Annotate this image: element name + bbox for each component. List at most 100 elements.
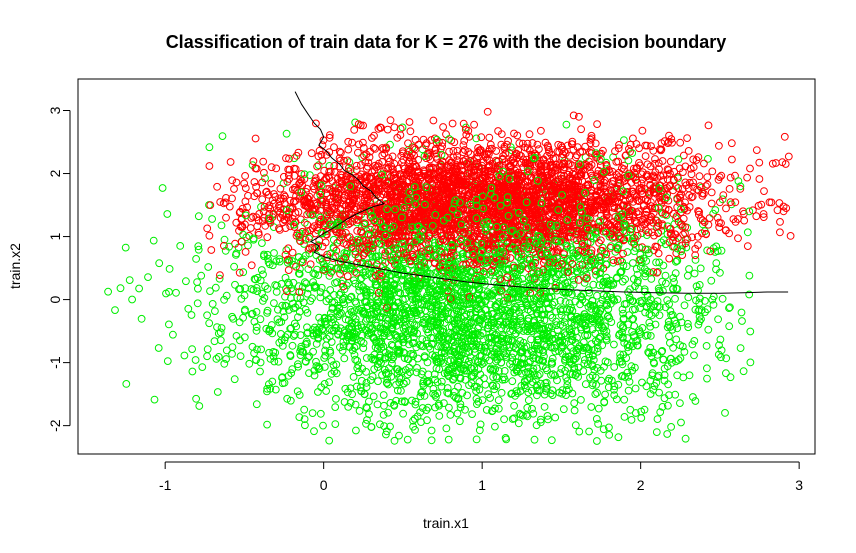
data-point [244,191,252,200]
data-point [448,119,457,128]
data-point [474,199,482,208]
data-point [368,134,376,142]
data-point [641,331,650,340]
data-point [404,189,413,197]
data-point [284,371,293,380]
data-point [302,279,311,288]
data-point [628,342,637,351]
data-point [362,246,371,255]
data-point [346,166,355,174]
data-point [247,261,256,270]
data-point [639,202,648,211]
data-point [258,289,266,298]
data-point [282,129,291,138]
data-point [390,436,399,445]
data-point [243,203,252,212]
data-point [291,183,299,192]
data-point [715,141,723,150]
data-point [221,198,230,207]
data-point [533,391,541,400]
data-point [538,346,547,354]
data-point [437,161,446,169]
data-point [631,384,640,393]
data-point [458,389,467,397]
data-point [342,172,351,180]
data-point [394,233,402,241]
data-point [359,344,368,353]
data-point [282,154,290,163]
data-point [380,401,388,410]
data-point [462,349,470,358]
data-point [322,227,331,236]
data-point [620,161,629,170]
data-point [245,231,254,240]
data-point [488,407,496,416]
data-point [461,155,470,164]
data-point [776,228,784,237]
data-point [587,246,596,255]
data-point [520,344,529,353]
data-point [526,289,535,298]
data-point [695,208,703,216]
data-point [684,147,693,155]
data-point [529,248,538,257]
data-point [352,426,360,435]
data-point [313,223,322,232]
data-point [325,436,334,445]
data-point [395,431,403,440]
data-point [781,160,790,168]
data-point [485,166,493,175]
data-point [376,324,385,333]
data-point [614,433,623,442]
data-point [694,241,702,250]
data-point [524,396,533,405]
data-point [204,263,213,271]
data-point [393,369,402,378]
data-point [691,256,700,264]
data-point [392,381,400,389]
data-point [433,389,442,398]
data-point [378,144,387,152]
data-point [352,299,361,308]
data-point [628,315,636,324]
data-point [537,126,545,135]
data-point [262,188,271,197]
data-point [605,423,613,432]
data-point [698,220,707,229]
data-point [468,410,477,419]
data-point [220,235,229,244]
data-point [669,284,678,293]
data-point [676,341,684,350]
data-point [658,221,667,230]
data-point [759,213,768,222]
data-point [244,241,252,250]
data-point [656,145,664,154]
data-point [429,116,438,125]
data-point [393,225,402,234]
data-point [547,343,556,352]
data-point [281,273,290,282]
data-point [405,287,414,295]
data-point [383,211,391,220]
data-point [253,287,262,296]
data-point [612,225,621,234]
data-point [681,178,690,187]
data-point [503,273,512,282]
data-point [350,307,359,316]
data-point [446,298,455,307]
data-point [716,198,724,207]
data-point [228,194,236,203]
data-point [370,131,378,140]
data-point [122,380,131,388]
data-point [776,218,784,226]
data-point [327,338,336,346]
data-point [594,404,603,413]
data-point [454,313,463,322]
data-point [625,196,634,204]
data-point [694,286,702,295]
data-point [397,397,406,406]
data-point [470,120,479,129]
data-point [543,412,552,420]
data-point [380,422,389,431]
data-point [300,415,309,424]
